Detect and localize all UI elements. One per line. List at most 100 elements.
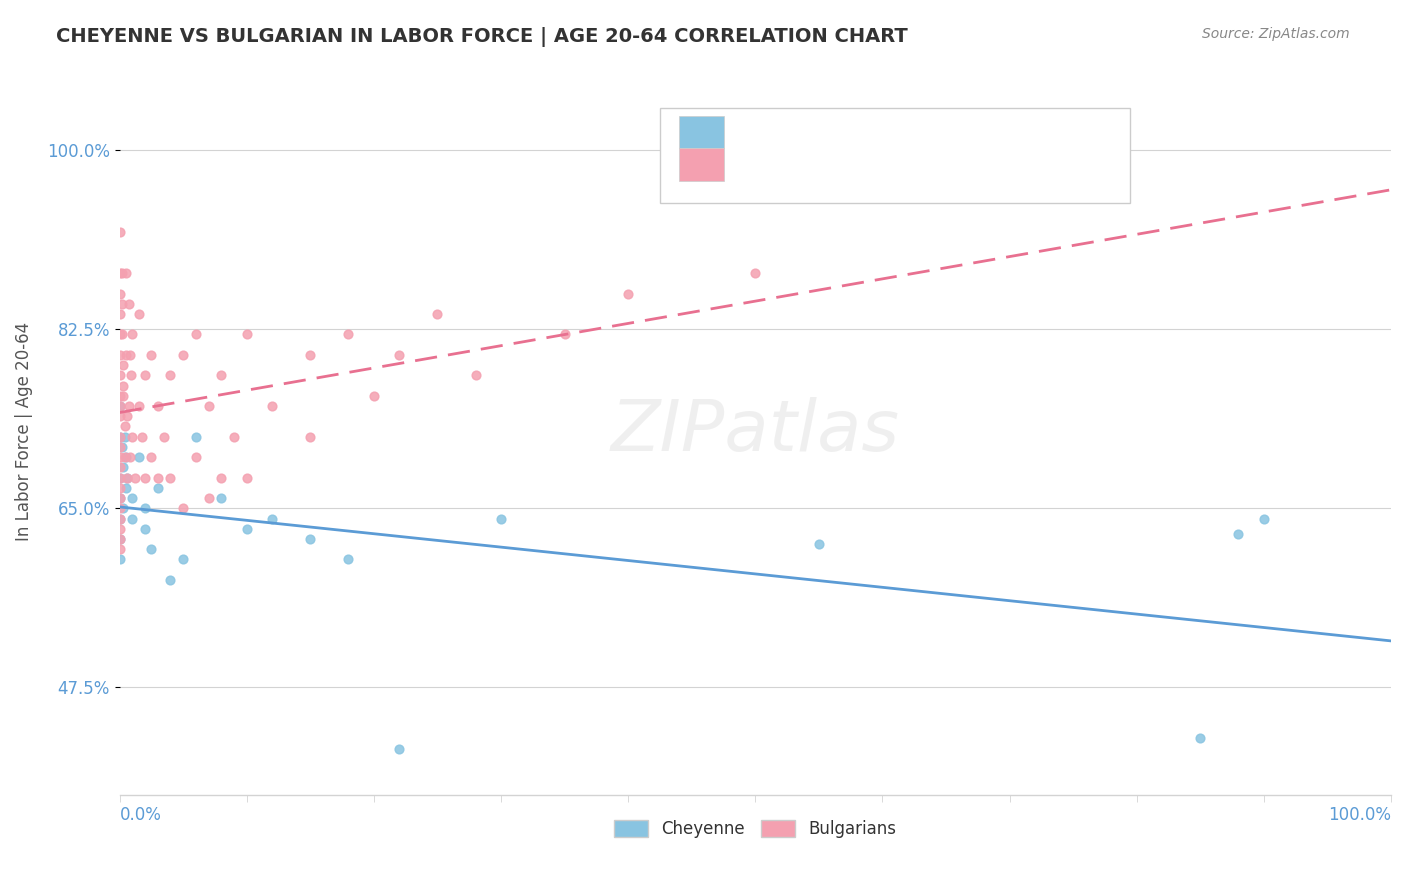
Point (121, 327, 143, 342)
Point (184, 430, 207, 444)
Point (108, 532, 131, 546)
Text: ZIPatlas: ZIPatlas (610, 397, 900, 467)
Point (159, 368, 181, 383)
Point (108, 501, 131, 516)
Text: CHEYENNE VS BULGARIAN IN LABOR FORCE | AGE 20-64 CORRELATION CHART: CHEYENNE VS BULGARIAN IN LABOR FORCE | A… (56, 27, 908, 46)
Point (209, 470, 232, 484)
Point (134, 470, 156, 484)
Point (134, 368, 156, 383)
Point (108, 450, 131, 465)
Point (209, 491, 232, 505)
Legend: Cheyenne, Bulgarians: Cheyenne, Bulgarians (607, 813, 903, 845)
Point (807, 537, 830, 551)
Point (111, 327, 134, 342)
Point (108, 430, 131, 444)
Point (388, 741, 411, 756)
Point (146, 399, 169, 413)
Point (112, 389, 135, 403)
Point (1253, 511, 1275, 525)
Point (108, 327, 131, 342)
Point (108, 399, 131, 413)
Point (108, 491, 131, 505)
Point (121, 511, 143, 525)
Point (159, 470, 181, 484)
Point (108, 470, 131, 484)
Point (146, 481, 169, 495)
Text: R = -0.223   N = 34: R = -0.223 N = 34 (740, 121, 929, 139)
Point (134, 501, 156, 516)
Point (115, 348, 138, 362)
Point (108, 511, 131, 525)
Point (299, 348, 322, 362)
Point (114, 419, 136, 434)
Point (118, 348, 141, 362)
Point (112, 358, 135, 372)
Point (108, 532, 131, 546)
Point (112, 460, 135, 475)
Point (489, 511, 512, 525)
Point (115, 266, 138, 280)
Point (108, 481, 131, 495)
Text: R =  0.255   N = 78: R = 0.255 N = 78 (740, 155, 929, 173)
Point (159, 573, 181, 587)
Point (426, 307, 449, 321)
Point (115, 470, 138, 484)
Point (363, 803, 385, 817)
Point (617, 286, 640, 301)
Point (121, 491, 143, 505)
Point (464, 368, 486, 383)
Point (262, 511, 284, 525)
Point (111, 297, 134, 311)
Point (337, 552, 360, 566)
Point (299, 430, 322, 444)
Point (141, 450, 163, 465)
Point (222, 430, 245, 444)
Point (146, 470, 169, 484)
Point (184, 450, 207, 465)
Text: Source: ZipAtlas.com: Source: ZipAtlas.com (1202, 27, 1350, 41)
Point (108, 522, 131, 536)
Point (112, 378, 135, 392)
FancyBboxPatch shape (679, 116, 724, 148)
Point (115, 450, 138, 465)
Point (235, 327, 257, 342)
Point (131, 430, 153, 444)
Point (235, 470, 257, 484)
Point (388, 348, 411, 362)
Point (111, 266, 134, 280)
Point (108, 348, 131, 362)
Point (141, 348, 163, 362)
Point (1227, 527, 1250, 541)
Text: 100.0%: 100.0% (1329, 806, 1391, 824)
Point (114, 450, 136, 465)
Point (197, 399, 219, 413)
Point (111, 440, 134, 454)
Point (172, 348, 194, 362)
Point (209, 368, 232, 383)
Point (128, 450, 150, 465)
Point (108, 491, 131, 505)
Y-axis label: In Labor Force | Age 20-64: In Labor Force | Age 20-64 (15, 322, 32, 541)
Point (197, 491, 219, 505)
Point (153, 430, 176, 444)
Point (108, 266, 131, 280)
FancyBboxPatch shape (659, 109, 1130, 202)
Point (128, 399, 150, 413)
Point (337, 327, 360, 342)
Point (121, 430, 143, 444)
Point (108, 307, 131, 321)
Point (184, 327, 207, 342)
Point (108, 552, 131, 566)
Point (117, 297, 139, 311)
Point (108, 286, 131, 301)
Point (235, 522, 257, 536)
Point (108, 399, 131, 413)
Point (744, 266, 766, 280)
Point (1189, 731, 1212, 746)
Point (120, 368, 142, 383)
Point (172, 501, 194, 516)
Point (108, 225, 131, 239)
Point (108, 542, 131, 557)
Point (115, 481, 138, 495)
Point (108, 409, 131, 424)
